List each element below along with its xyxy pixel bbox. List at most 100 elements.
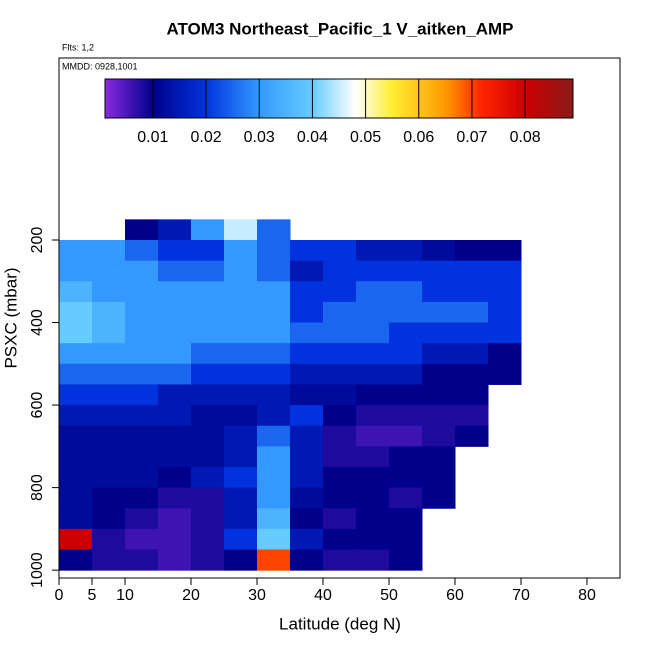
heat-cell — [389, 446, 423, 468]
heat-cell — [356, 487, 390, 509]
heat-cell — [59, 466, 93, 489]
heat-cell — [356, 508, 390, 530]
y-tick-label: 800 — [29, 474, 46, 501]
heat-cell — [455, 425, 489, 447]
heat-cell — [191, 549, 225, 571]
heat-cell — [125, 322, 159, 344]
heat-cell — [323, 508, 357, 530]
heat-cell — [92, 425, 126, 447]
heat-cell — [125, 508, 159, 530]
heat-cell — [158, 425, 192, 447]
chart-title: ATOM3 Northeast_Pacific_1 V_aitken_AMP — [166, 19, 513, 38]
heat-cell — [488, 322, 522, 344]
heat-cell — [125, 549, 159, 571]
heat-cell — [191, 425, 225, 447]
heat-cell — [59, 549, 93, 571]
heat-cell — [92, 260, 126, 282]
heat-cell — [389, 301, 423, 324]
heat-cell — [125, 384, 159, 406]
heat-cell — [323, 487, 357, 509]
heat-cell — [191, 301, 225, 324]
heat-cell — [59, 405, 93, 427]
heat-cell — [323, 405, 357, 427]
heat-cell — [422, 343, 456, 365]
heat-cell — [455, 322, 489, 344]
heat-cell — [323, 425, 357, 447]
heat-cell — [290, 322, 324, 344]
heat-cell — [158, 549, 192, 571]
colorbar-tick-label: 0.08 — [510, 129, 541, 146]
y-tick-label: 1000 — [29, 552, 46, 588]
heat-cell — [356, 425, 390, 447]
heat-cell — [257, 260, 291, 282]
heat-cell — [422, 281, 456, 303]
heat-cell — [158, 260, 192, 282]
heat-cell — [92, 405, 126, 427]
heat-cell — [389, 466, 423, 489]
heat-cell — [389, 384, 423, 406]
heat-cell — [389, 508, 423, 530]
heat-cell — [323, 281, 357, 303]
plot-frame — [58, 57, 621, 579]
heat-cell — [323, 343, 357, 365]
heat-cell — [224, 240, 258, 262]
heat-cell — [257, 549, 291, 571]
colorbar-tick-label: 0.04 — [297, 129, 328, 146]
heat-cell — [191, 508, 225, 530]
heat-cell — [224, 363, 258, 385]
heat-cell — [257, 240, 291, 262]
heat-cell — [290, 487, 324, 509]
heat-cell — [125, 343, 159, 365]
heat-cell — [224, 384, 258, 406]
x-axis-label: Latitude (deg N) — [279, 614, 401, 633]
heat-cell — [125, 487, 159, 509]
heat-cell — [224, 549, 258, 571]
heat-cell — [290, 384, 324, 406]
heat-cell — [323, 466, 357, 489]
heat-cell — [158, 343, 192, 365]
heat-cell — [422, 384, 456, 406]
heat-cell — [158, 301, 192, 324]
heat-cell — [455, 405, 489, 427]
heat-cell — [488, 240, 522, 262]
heat-cell — [224, 343, 258, 365]
heat-cell — [224, 281, 258, 303]
heat-cell — [356, 384, 390, 406]
heat-cell — [59, 425, 93, 447]
heat-cell — [389, 487, 423, 509]
heat-cell — [224, 528, 258, 551]
heat-cell — [191, 240, 225, 262]
heat-cell — [422, 405, 456, 427]
heat-cell — [389, 343, 423, 365]
heat-cell — [290, 508, 324, 530]
heat-cell — [389, 363, 423, 385]
heat-cell — [323, 446, 357, 468]
heat-cell — [290, 446, 324, 468]
colorbar — [104, 78, 574, 119]
heat-cell — [125, 240, 159, 262]
colorbar-tick-label: 0.05 — [350, 129, 381, 146]
heat-cell — [59, 487, 93, 509]
heat-cell — [356, 240, 390, 262]
heat-cell — [59, 260, 93, 282]
heat-cell — [125, 281, 159, 303]
x-tick-label: 50 — [380, 587, 398, 604]
heat-cell — [290, 281, 324, 303]
heat-cell — [158, 466, 192, 489]
heat-cell — [158, 487, 192, 509]
x-tick-label: 0 — [55, 587, 64, 604]
heat-cell — [92, 343, 126, 365]
heat-cell — [158, 219, 192, 241]
y-axis-label: PSXC (mbar) — [1, 267, 20, 368]
heat-cell — [125, 446, 159, 468]
heat-cell — [92, 363, 126, 385]
heat-cell — [422, 240, 456, 262]
heat-cell — [125, 301, 159, 324]
heat-cell — [422, 466, 456, 489]
heat-cell — [290, 425, 324, 447]
heat-cell — [224, 301, 258, 324]
heat-cell — [125, 405, 159, 427]
heat-cell — [59, 281, 93, 303]
heat-cell — [125, 466, 159, 489]
